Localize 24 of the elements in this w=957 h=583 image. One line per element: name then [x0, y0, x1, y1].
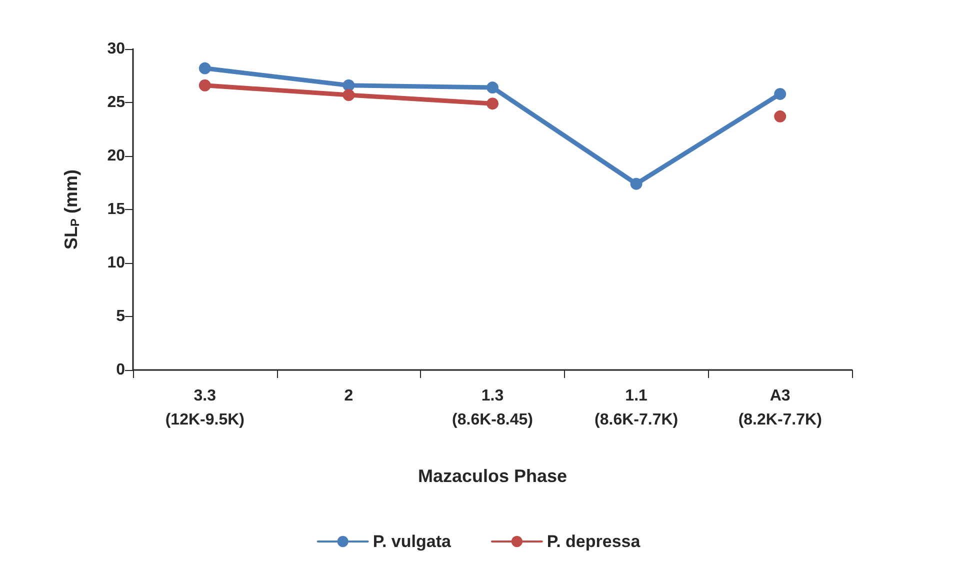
- y-tick-label: 5: [116, 308, 126, 325]
- legend-label: P. depressa: [546, 532, 641, 551]
- y-axis-title: SLP (mm): [61, 169, 82, 250]
- point: [198, 62, 211, 74]
- x-tick-label: 1.1 (8.6K-7.7K): [594, 388, 678, 428]
- x-tick-label: 3.3 (12K-9.5K): [165, 388, 244, 428]
- x-axis-title: Mazaculos Phase: [418, 466, 568, 486]
- point: [198, 79, 211, 92]
- x-tick-label: 1.3 (8.6K-8.45): [452, 388, 533, 428]
- point: [486, 98, 498, 110]
- legend-label: P. vulgata: [372, 532, 452, 551]
- point: [774, 110, 786, 122]
- x-tick-label: A3 (8.2K-7.7K): [738, 388, 822, 428]
- y-tick-label: 30: [107, 40, 126, 58]
- y-tick-label: 20: [107, 148, 126, 164]
- y-tick-label: 25: [107, 94, 126, 111]
- y-tick-label: 10: [107, 254, 126, 272]
- x-tick-label: 2: [344, 388, 354, 404]
- point: [342, 89, 355, 102]
- point: [630, 178, 642, 190]
- point: [774, 88, 786, 100]
- y-tick-label: 0: [116, 362, 126, 378]
- y-tick-label: 15: [107, 201, 126, 218]
- point: [486, 82, 498, 94]
